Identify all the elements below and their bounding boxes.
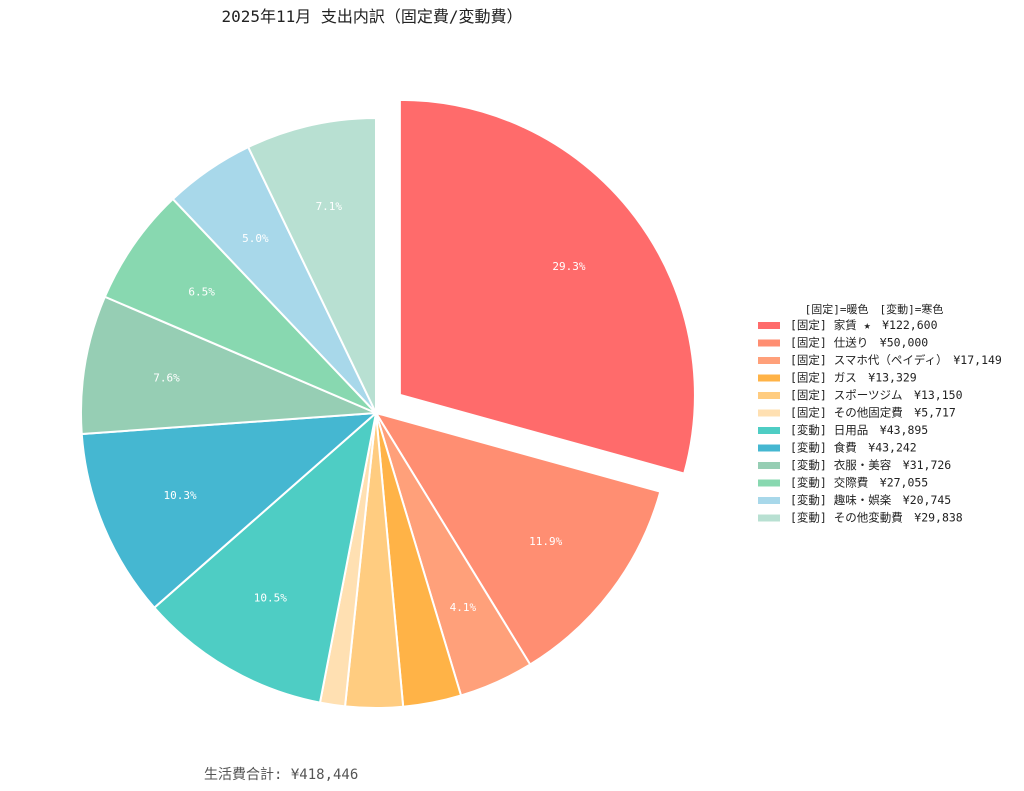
pie-slice [80, 295, 377, 436]
pie-slice [152, 410, 378, 704]
pie-slice [246, 116, 377, 414]
slice-percent-label: 4.1% [450, 601, 477, 614]
legend-swatch [758, 357, 780, 364]
legend-label: [変動] 食費 ¥43,242 [790, 441, 917, 455]
legend-label: [固定] 仕送り ¥50,000 [790, 336, 928, 350]
total-expense-footer: 生活費合計: ¥418,446 [204, 767, 358, 783]
slice-percent-label: 11.9% [529, 535, 562, 548]
pie-percent-labels: 29.3% 11.9% 4.1% 10.5% 10.3% 7.6% 6.5% 5.0% 7.1% [153, 200, 586, 614]
pie-slice [103, 197, 377, 414]
legend-swatch [758, 374, 780, 382]
slice-percent-label: 10.5% [254, 591, 287, 604]
legend-swatch [758, 444, 780, 452]
slice-percent-label: 7.6% [153, 372, 180, 385]
legend-swatch [758, 427, 780, 434]
chart-title: 2025年11月 支出内訳（固定費/変動費） [221, 7, 522, 26]
legend-title: [固定]=暖色 [変動]=寒色 [805, 302, 944, 316]
slice-percent-label: 29.3% [552, 260, 585, 273]
pie-slice [80, 411, 379, 610]
pie-slices [80, 98, 696, 709]
legend-label: [固定] スマホ代（ペイディ） ¥17,149 [790, 353, 1002, 367]
pie-slice [398, 98, 696, 475]
legend-swatch [758, 339, 780, 347]
legend-swatch [758, 409, 780, 417]
legend-swatch [758, 462, 780, 469]
pie-slice [373, 411, 662, 666]
legend-label: [固定] 家賃 ★ ¥122,600 [790, 318, 938, 332]
legend-label: [変動] 衣服・美容 ¥31,726 [790, 458, 951, 472]
legend-swatch [758, 497, 780, 504]
legend-swatch [758, 392, 780, 399]
legend-swatch [758, 479, 780, 487]
legend-label: [変動] 日用品 ¥43,895 [790, 423, 928, 437]
legend: [固定]=暖色 [変動]=寒色 [固定] 家賃 ★ ¥122,600 [固定] 仕… [758, 302, 1002, 525]
legend-swatch [758, 322, 780, 329]
legend-label: [固定] ガス ¥13,329 [790, 371, 917, 385]
legend-label: [固定] その他固定費 ¥5,717 [790, 406, 956, 420]
legend-label: [固定] スポーツジム ¥13,150 [790, 388, 963, 402]
legend-label: [変動] その他変動費 ¥29,838 [790, 511, 963, 525]
legend-swatch [758, 514, 780, 522]
slice-percent-label: 7.1% [316, 200, 343, 213]
slice-percent-label: 6.5% [188, 286, 215, 299]
legend-label: [変動] 趣味・娯楽 ¥20,745 [790, 493, 951, 507]
slice-percent-label: 5.0% [242, 232, 269, 245]
slice-percent-label: 10.3% [163, 489, 196, 502]
legend-label: [変動] 交際費 ¥27,055 [790, 476, 928, 490]
